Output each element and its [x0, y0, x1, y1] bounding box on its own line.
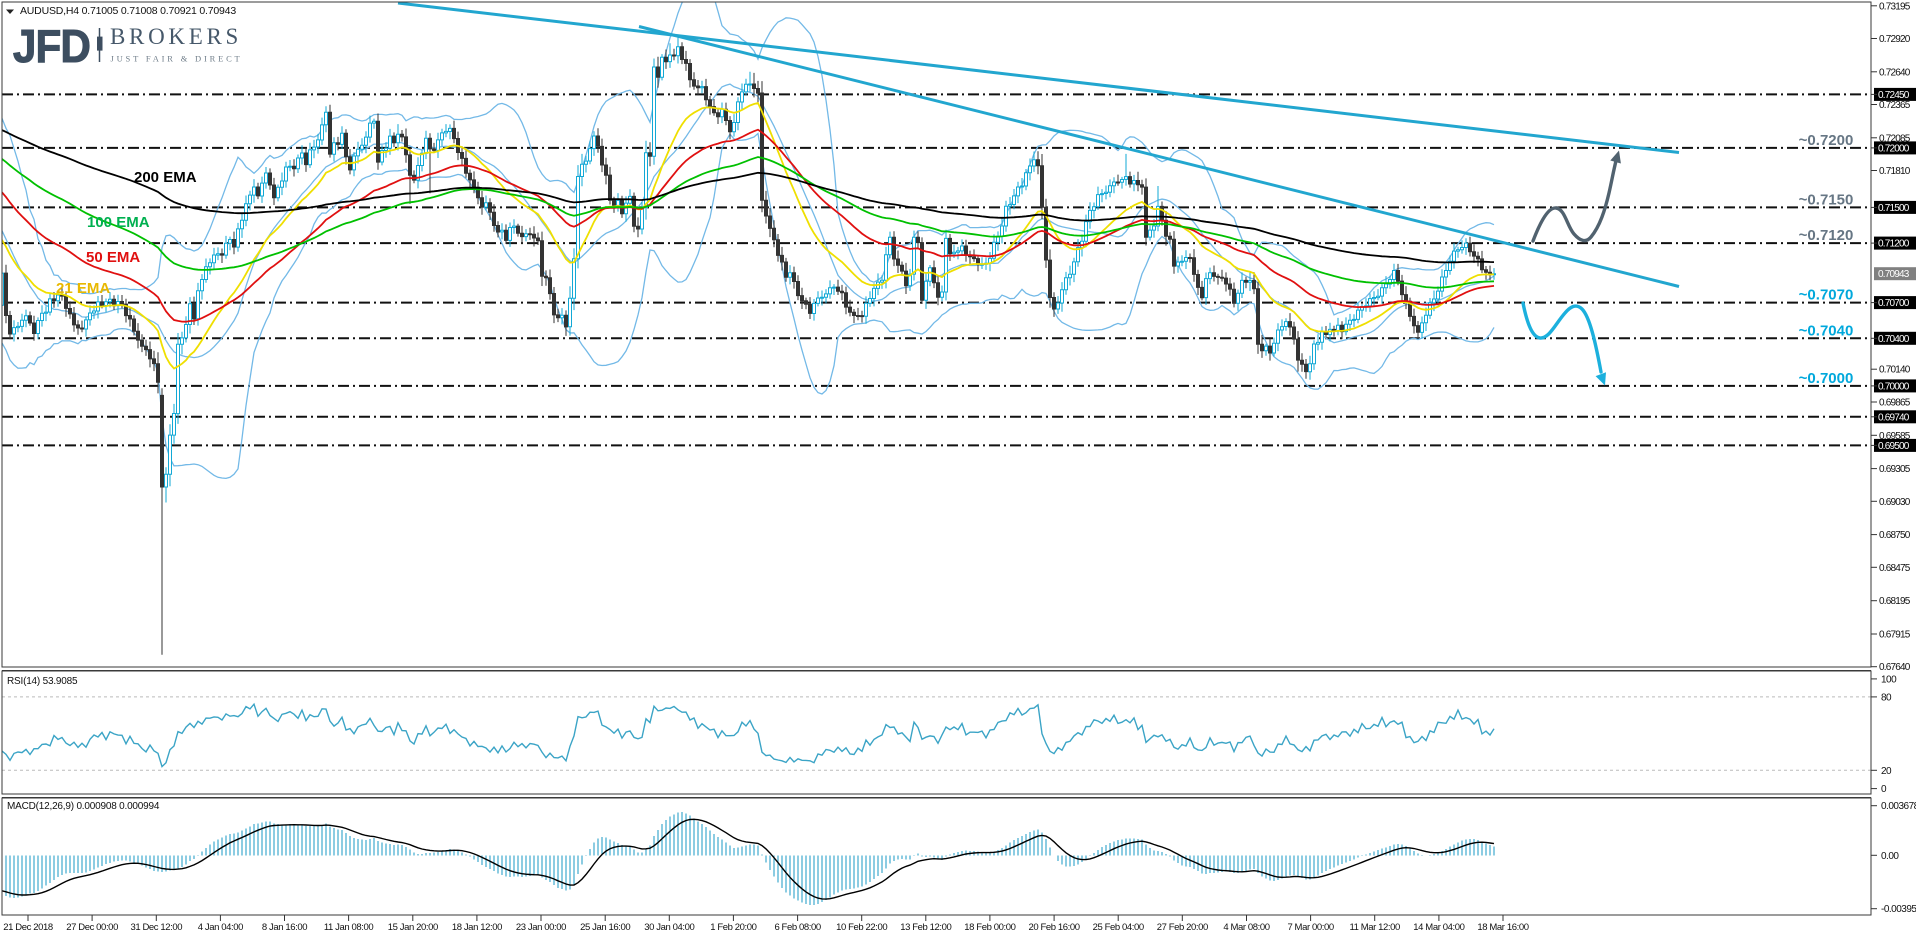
svg-text:21 EMA: 21 EMA — [56, 280, 110, 297]
svg-text:4 Jan 04:00: 4 Jan 04:00 — [198, 922, 243, 933]
svg-text:0.72920: 0.72920 — [1879, 34, 1911, 45]
svg-text:0.72640: 0.72640 — [1879, 67, 1911, 78]
svg-text:0.69585: 0.69585 — [1879, 431, 1911, 442]
svg-text:1 Feb 20:00: 1 Feb 20:00 — [710, 922, 756, 933]
svg-text:100 EMA: 100 EMA — [87, 214, 150, 231]
svg-text:18 Feb 00:00: 18 Feb 00:00 — [964, 922, 1015, 933]
svg-text:0.70000: 0.70000 — [1878, 381, 1910, 392]
svg-text:0.70400: 0.70400 — [1878, 334, 1910, 345]
svg-text:0.73195: 0.73195 — [1879, 1, 1911, 12]
svg-text:0.70140: 0.70140 — [1879, 365, 1911, 376]
svg-text:0.69865: 0.69865 — [1879, 398, 1911, 409]
svg-text:-0.003955: -0.003955 — [1881, 904, 1916, 915]
svg-text:~0.7070: ~0.7070 — [1799, 287, 1854, 304]
svg-text:21 Dec 2018: 21 Dec 2018 — [3, 922, 53, 933]
svg-text:0.69500: 0.69500 — [1878, 441, 1910, 452]
svg-text:BROKERS: BROKERS — [110, 24, 242, 49]
svg-text:0.70943: 0.70943 — [1878, 269, 1910, 280]
svg-text:31 Dec 12:00: 31 Dec 12:00 — [130, 922, 182, 933]
svg-text:20: 20 — [1881, 766, 1892, 777]
svg-text:10 Feb 22:00: 10 Feb 22:00 — [836, 922, 887, 933]
svg-text:0.71500: 0.71500 — [1878, 203, 1910, 214]
svg-text:~0.7000: ~0.7000 — [1799, 370, 1854, 387]
svg-text:0.72450: 0.72450 — [1878, 90, 1910, 101]
svg-text:0.68750: 0.68750 — [1879, 530, 1911, 541]
svg-text:6 Feb 08:00: 6 Feb 08:00 — [774, 922, 820, 933]
svg-text:18 Mar 16:00: 18 Mar 16:00 — [1477, 922, 1528, 933]
svg-text:14 Mar 04:00: 14 Mar 04:00 — [1413, 922, 1464, 933]
svg-text:0.69740: 0.69740 — [1878, 412, 1910, 423]
svg-text:11 Jan 08:00: 11 Jan 08:00 — [324, 922, 374, 933]
svg-text:JFD: JFD — [13, 21, 90, 72]
svg-text:0.72085: 0.72085 — [1879, 133, 1911, 144]
svg-text:0.67915: 0.67915 — [1879, 630, 1911, 641]
svg-text:0.70700: 0.70700 — [1878, 298, 1910, 309]
svg-text:JUST FAIR & DIRECT: JUST FAIR & DIRECT — [111, 54, 243, 64]
svg-text:23 Jan 00:00: 23 Jan 00:00 — [516, 922, 566, 933]
svg-text:0.00: 0.00 — [1881, 851, 1899, 862]
svg-text:RSI(14) 53.9085: RSI(14) 53.9085 — [7, 676, 78, 687]
svg-text:0.71810: 0.71810 — [1879, 166, 1911, 177]
svg-text:0.68195: 0.68195 — [1879, 596, 1911, 607]
svg-text:13 Feb 12:00: 13 Feb 12:00 — [900, 922, 951, 933]
svg-text:25 Feb 04:00: 25 Feb 04:00 — [1093, 922, 1144, 933]
svg-text:18 Jan 12:00: 18 Jan 12:00 — [452, 922, 502, 933]
svg-text:50 EMA: 50 EMA — [86, 249, 140, 266]
svg-text:20 Feb 16:00: 20 Feb 16:00 — [1028, 922, 1079, 933]
svg-text:11 Mar 12:00: 11 Mar 12:00 — [1349, 922, 1400, 933]
svg-text:MACD(12,26,9) 0.000908 0.00099: MACD(12,26,9) 0.000908 0.000994 — [7, 801, 160, 812]
svg-text:15 Jan 20:00: 15 Jan 20:00 — [388, 922, 438, 933]
svg-text:0.68475: 0.68475 — [1879, 563, 1911, 574]
svg-text:~0.7040: ~0.7040 — [1799, 322, 1854, 339]
svg-text:7 Mar 00:00: 7 Mar 00:00 — [1287, 922, 1333, 933]
svg-text:25 Jan 16:00: 25 Jan 16:00 — [580, 922, 630, 933]
svg-text:~0.7120: ~0.7120 — [1799, 227, 1854, 244]
svg-text:0.71200: 0.71200 — [1878, 239, 1910, 250]
svg-text:27 Dec 00:00: 27 Dec 00:00 — [66, 922, 118, 933]
svg-text:0.69305: 0.69305 — [1879, 464, 1911, 475]
svg-text:4 Mar 08:00: 4 Mar 08:00 — [1223, 922, 1269, 933]
svg-text:0.72000: 0.72000 — [1878, 143, 1910, 154]
svg-text:200 EMA: 200 EMA — [134, 169, 197, 186]
svg-text:8 Jan 16:00: 8 Jan 16:00 — [262, 922, 307, 933]
svg-text:0: 0 — [1881, 784, 1887, 795]
svg-text:0.003678: 0.003678 — [1881, 801, 1916, 812]
svg-text:0.69030: 0.69030 — [1879, 497, 1911, 508]
svg-text:80: 80 — [1881, 692, 1892, 703]
svg-text:~0.7150: ~0.7150 — [1799, 191, 1854, 208]
svg-text:0.72365: 0.72365 — [1879, 100, 1911, 111]
svg-text:100: 100 — [1881, 674, 1897, 685]
svg-text:AUDUSD,H4 0.71005 0.71008 0.7: AUDUSD,H4 0.71005 0.71008 0.70921 0.7094… — [20, 5, 236, 17]
svg-text:27 Feb 20:00: 27 Feb 20:00 — [1157, 922, 1208, 933]
svg-text:~0.7200: ~0.7200 — [1799, 132, 1854, 149]
svg-text:0.67640: 0.67640 — [1879, 662, 1911, 673]
svg-text:30 Jan 04:00: 30 Jan 04:00 — [644, 922, 694, 933]
